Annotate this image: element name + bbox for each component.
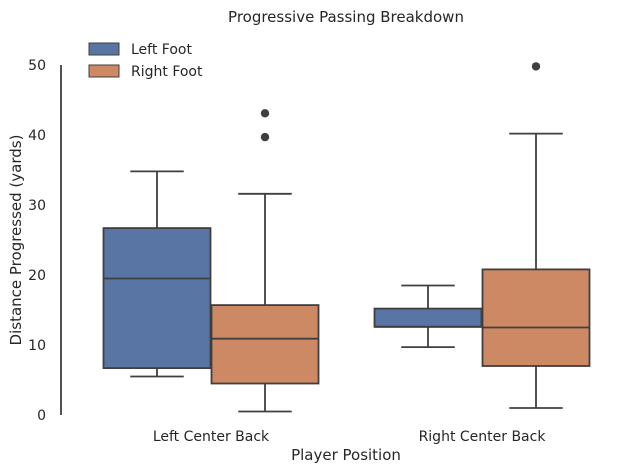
legend-label: Right Foot	[131, 64, 203, 80]
box-body	[481, 268, 591, 367]
box-0-1	[373, 284, 483, 349]
box-body	[102, 227, 212, 370]
legend-swatch	[88, 64, 120, 78]
y-tick-label: 30	[28, 198, 46, 214]
outlier-point	[260, 109, 270, 118]
box-0-0	[102, 170, 212, 378]
legend-swatch	[88, 42, 120, 56]
outlier-point	[531, 62, 541, 71]
box-group	[102, 62, 591, 413]
chart-title: Progressive Passing Breakdown	[228, 8, 464, 26]
y-tick-label: 0	[37, 408, 46, 424]
outlier-point	[260, 132, 270, 142]
y-tick-label: 10	[28, 338, 46, 354]
x-axis-label: Player Position	[291, 446, 401, 464]
box-body	[210, 304, 320, 385]
y-tick-label: 40	[28, 128, 46, 144]
box-body	[373, 307, 483, 328]
box-1-0	[210, 109, 320, 413]
y-tick-label: 50	[28, 58, 46, 74]
y-tick-labels: 0 10 20 30 40 50	[28, 58, 46, 424]
legend: Left Foot Right Foot	[88, 42, 203, 80]
x-tick-label: Left Center Back	[153, 429, 270, 445]
x-tick-label: Right Center Back	[419, 429, 547, 445]
box-1-1	[481, 62, 591, 409]
y-axis-label: Distance Progressed (yards)	[7, 135, 25, 346]
x-tick-labels: Left Center Back Right Center Back	[153, 429, 547, 445]
y-tick-label: 20	[28, 268, 46, 284]
legend-label: Left Foot	[131, 42, 192, 58]
